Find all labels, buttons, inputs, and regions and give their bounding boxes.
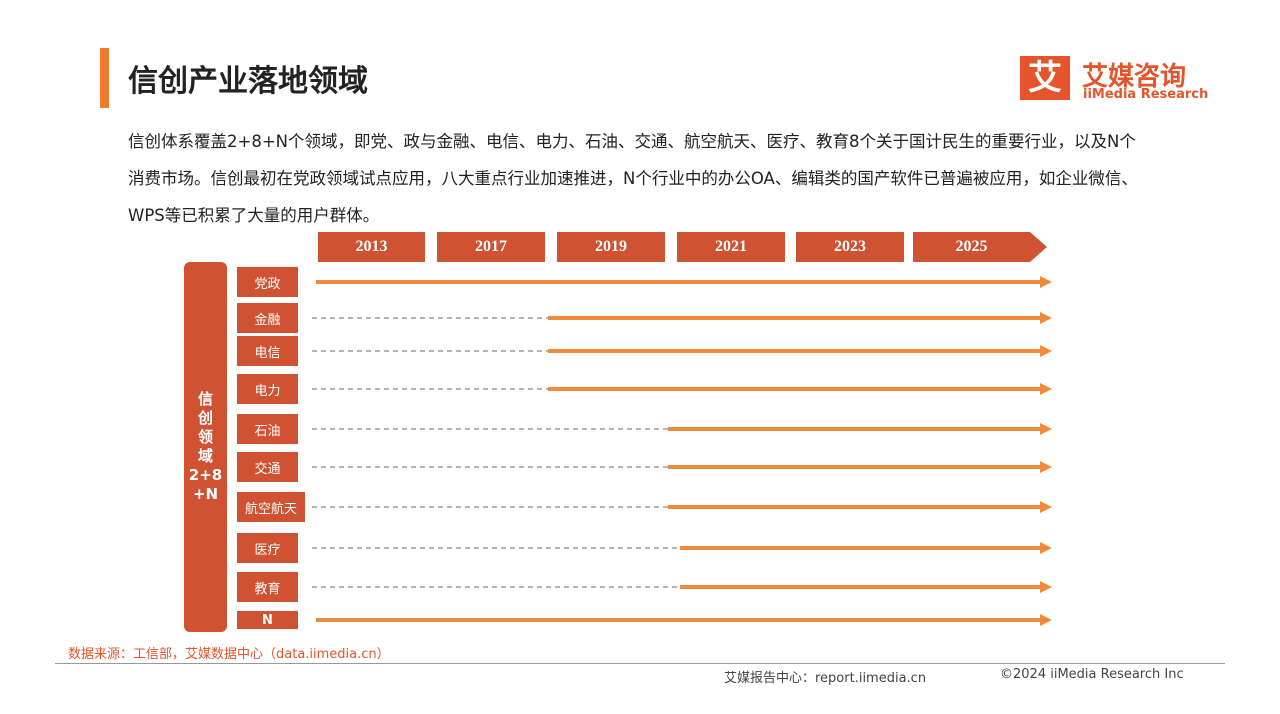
year-box: 2021: [677, 232, 785, 262]
side-label-line: 信: [197, 390, 213, 408]
side-label-line: +N: [192, 485, 219, 503]
row-label: 医疗: [237, 533, 298, 563]
year-box: 2023: [796, 232, 904, 262]
row-label: 航空航天: [237, 492, 305, 522]
logo-name: 艾媒咨询: [1082, 62, 1187, 92]
bar-arrow: [1040, 581, 1052, 593]
bar-arrow: [1040, 501, 1052, 513]
title: 信创产业落地领域: [128, 64, 368, 99]
logo-en: iiMedia Research: [1083, 87, 1209, 102]
side-label-line: 创: [197, 409, 213, 427]
bar-arrow: [1040, 423, 1052, 435]
row-label: 电力: [237, 374, 298, 404]
side-label: 信创领域 2+8 +N: [184, 262, 227, 632]
year-box: 2025: [955, 238, 988, 255]
row-label: 电信: [237, 336, 298, 366]
logo-mark: 艾: [1020, 56, 1070, 100]
bar-arrow: [1040, 383, 1052, 395]
year-box: 2017: [437, 232, 545, 262]
side-label-line: 域: [197, 447, 213, 465]
bar-arrow: [1040, 276, 1052, 288]
bar-arrow: [1040, 345, 1052, 357]
bar-arrow: [1040, 542, 1052, 554]
year-box: 2013: [318, 232, 425, 262]
arrow-head-box: [913, 232, 1047, 262]
bar-arrow: [1040, 614, 1052, 626]
footer-copyright: ©2024 iiMedia Research Inc: [1000, 667, 1184, 682]
bar-arrow: [1040, 461, 1052, 473]
side-label-line: 领: [197, 428, 213, 446]
row-label: 党政: [237, 267, 298, 297]
row-label: 金融: [237, 303, 298, 333]
intro: 信创体系覆盖2+8+N个领域，即党、政与金融、电信、电力、石油、交通、航空航天、…: [128, 132, 1138, 225]
bar-arrow: [1040, 312, 1052, 324]
title-bar: [100, 48, 109, 108]
row-label: N: [237, 611, 298, 629]
year-box: 2019: [557, 232, 665, 262]
side-label-line: 2+8: [188, 466, 223, 484]
row-label: 教育: [237, 572, 298, 602]
footer-rule: [55, 663, 1225, 664]
row-label: 石油: [237, 414, 298, 444]
row-label: 交通: [237, 452, 298, 482]
footer-report: 艾媒报告中心：report.iimedia.cn: [724, 671, 927, 686]
source: 数据来源：工信部，艾媒数据中心（data.iimedia.cn）: [68, 647, 390, 662]
